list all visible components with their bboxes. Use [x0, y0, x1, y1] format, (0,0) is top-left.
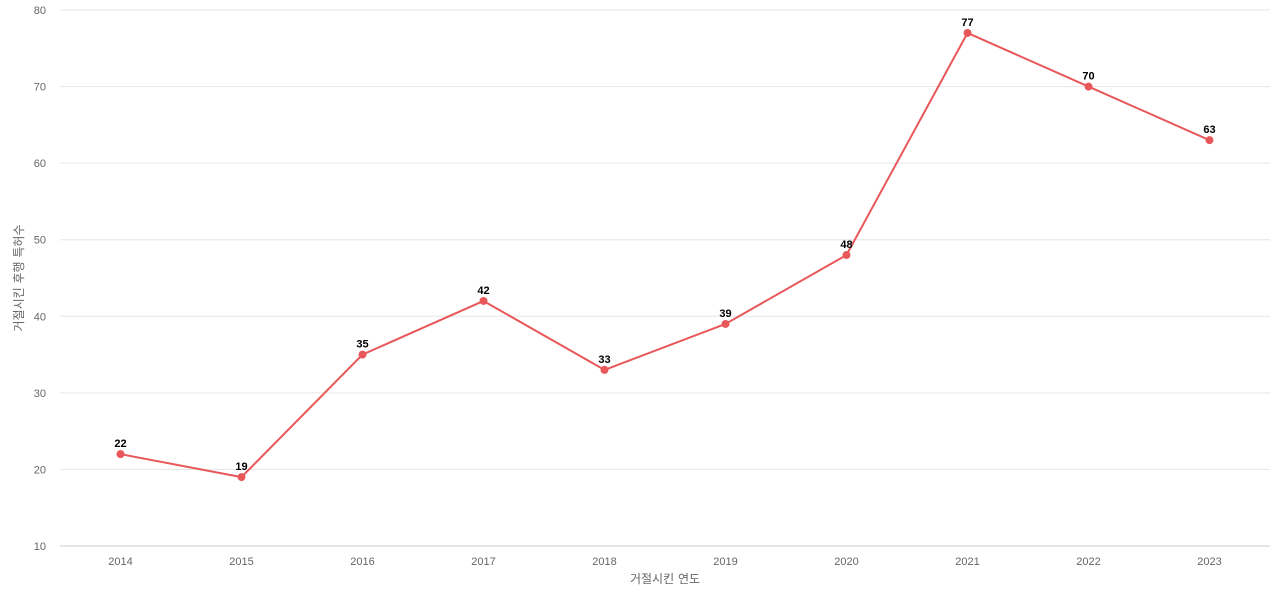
x-tick-label: 2017	[471, 556, 495, 568]
data-point[interactable]	[479, 296, 488, 305]
data-label: 33	[598, 354, 610, 366]
data-point[interactable]	[1084, 82, 1093, 91]
data-label: 22	[114, 438, 126, 450]
data-label: 77	[961, 17, 973, 29]
x-tick-label: 2020	[834, 556, 858, 568]
data-label: 48	[840, 239, 852, 251]
y-tick-label: 80	[34, 5, 46, 17]
x-tick-label: 2018	[592, 556, 616, 568]
data-label: 63	[1203, 124, 1215, 136]
x-tick-label: 2021	[955, 556, 979, 568]
x-tick-label: 2016	[350, 556, 374, 568]
y-tick-label: 60	[34, 158, 46, 170]
data-point[interactable]	[1205, 136, 1214, 145]
x-tick-label: 2014	[108, 556, 132, 568]
y-tick-label: 40	[34, 311, 46, 323]
data-point[interactable]	[842, 251, 851, 260]
x-tick-label: 2019	[713, 556, 737, 568]
data-labels: 22 19 35 42 33 39 48 77 70 63	[114, 17, 1215, 473]
x-axis-title: 거절시킨 연도	[630, 572, 700, 586]
gridlines	[60, 9, 1270, 470]
y-tick-label: 20	[34, 464, 46, 476]
data-label: 35	[356, 339, 368, 351]
y-tick-label: 10	[34, 541, 46, 553]
y-tick-label: 50	[34, 235, 46, 247]
x-tick-label: 2015	[229, 556, 253, 568]
y-tick-label: 70	[34, 82, 46, 94]
data-point[interactable]	[721, 319, 730, 328]
data-point[interactable]	[358, 350, 367, 359]
data-label: 39	[719, 308, 731, 320]
data-label: 42	[477, 285, 489, 297]
series-line	[120, 31, 1210, 479]
data-point[interactable]	[600, 365, 609, 374]
x-tick-label: 2022	[1076, 556, 1100, 568]
data-label: 70	[1082, 71, 1094, 83]
data-point[interactable]	[116, 450, 125, 459]
axes: 10 20 30 40 50 60 70 80 2014 2015 2016 2017 2018 2019…	[34, 5, 1270, 568]
series	[116, 28, 1214, 482]
y-axis-title: 거절시킨 후행 특허수	[11, 225, 26, 332]
y-tick-label: 30	[34, 388, 46, 400]
data-point[interactable]	[237, 473, 246, 482]
data-point[interactable]	[963, 28, 972, 37]
data-label: 19	[235, 461, 247, 473]
x-tick-label: 2023	[1197, 556, 1221, 568]
